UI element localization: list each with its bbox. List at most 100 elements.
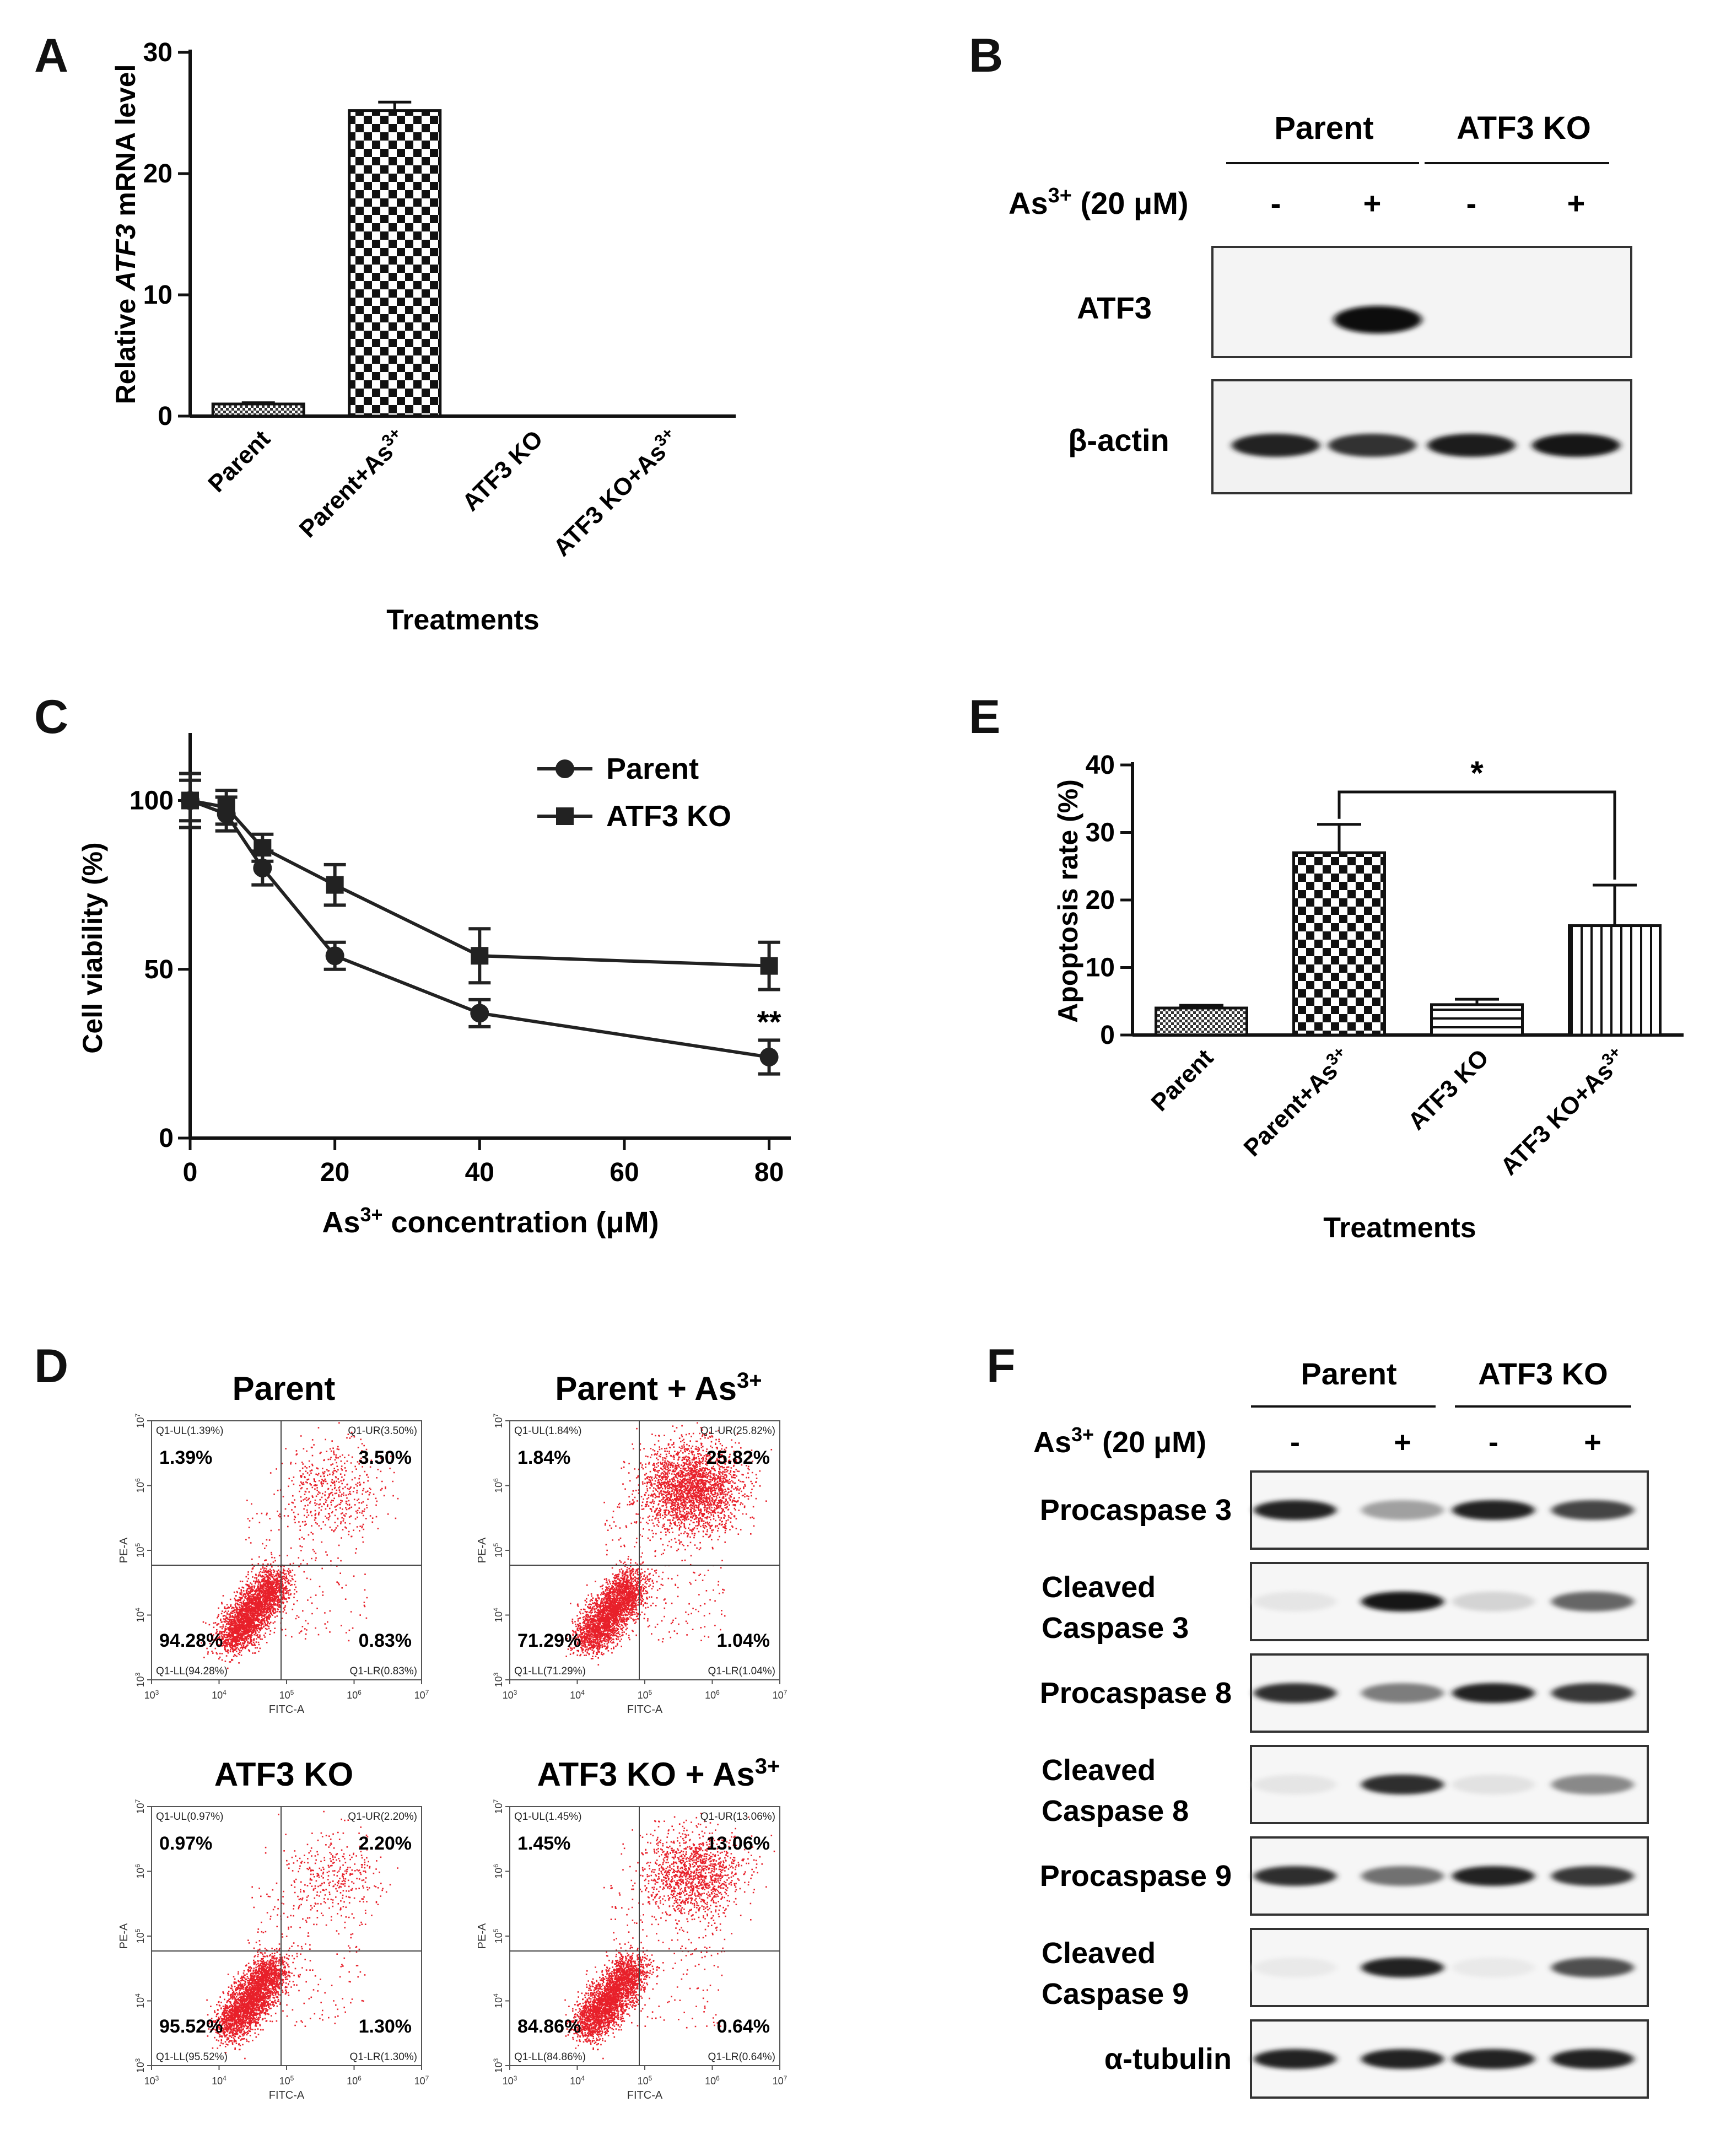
y-tick-label: 104 [492, 1993, 504, 2008]
blot-band [1361, 1500, 1444, 1520]
blot-band [1361, 1683, 1444, 1703]
lane-sign: + [1567, 186, 1585, 220]
x-tick-label: Parent+As3+ [1237, 1043, 1356, 1162]
significance-marker: * [1470, 754, 1484, 791]
quadrant-label-ll: Q1-LL(71.29%) [514, 1665, 586, 1677]
blot-atf3 [1211, 246, 1632, 358]
lane-sign: - [1271, 186, 1281, 220]
blot-band [1551, 1592, 1634, 1611]
lane-sign: + [1584, 1426, 1601, 1459]
bar-4 [622, 415, 713, 416]
blot-band [1551, 1775, 1634, 1794]
quadrant-value-ul: 1.84% [517, 1447, 570, 1468]
y-tick-label: 105 [134, 1543, 146, 1557]
x-axis-label: As3+ concentration (μM) [322, 1203, 659, 1239]
panel-letter-a: A [34, 29, 69, 82]
legend-marker-square [556, 807, 574, 825]
y-tick-label: 20 [1086, 886, 1115, 915]
quadrant-value-ll: 71.29% [517, 1630, 581, 1651]
quadrant-label-lr: Q1-LR(0.64%) [708, 2051, 776, 2063]
blot-band [1254, 1683, 1336, 1703]
x-axis-label: FITC-A [627, 1704, 663, 1716]
x-tick-label: 20 [320, 1158, 349, 1187]
panel-e-bar-chart: 0 10 20 30 40 Parent Parent+As3+ ATF3 KO ATF3 KO… [1053, 751, 1684, 1244]
quadrant-label-ur: Q1-UR(25.82%) [700, 1425, 775, 1437]
x-tick-label: 106 [347, 1689, 362, 1701]
blot-band [1452, 1500, 1535, 1520]
quadrant-label-ur: Q1-UR(3.50%) [348, 1425, 417, 1437]
treatment-label: As3+ (20 μM) [1033, 1423, 1206, 1459]
blot-band [1551, 1958, 1634, 1977]
x-axis-label: Treatments [1323, 1212, 1476, 1244]
y-axis-label: PE-A [118, 1923, 130, 1949]
flow-plot-frame [151, 1420, 422, 1680]
x-tick-label: 104 [570, 1689, 585, 1701]
quadrant-value-ul: 1.39% [159, 1447, 212, 1468]
blot-band [1452, 1592, 1535, 1611]
flow-scatter-points [206, 1810, 398, 2060]
row-label: Cleaved [1042, 1754, 1156, 1787]
lane-sign: - [1489, 1426, 1498, 1459]
y-tick-label: 100 [130, 786, 174, 816]
bar-4 [1568, 924, 1662, 1037]
quadrant-value-lr: 0.83% [359, 1630, 412, 1651]
y-tick-label: 107 [492, 1799, 504, 1814]
x-tick-label: 104 [212, 2074, 226, 2087]
y-tick-label: 107 [134, 1413, 146, 1428]
row-label: α-tubulin [1104, 2042, 1232, 2076]
flow-plot-1: Parent 103 103 104 104 105 105 106 106 107 107 FITC… [118, 1370, 429, 1716]
row-label: Procaspase 8 [1040, 1677, 1232, 1710]
row-label: Procaspase 9 [1040, 1859, 1232, 1893]
y-axis-label: PE-A [476, 1537, 488, 1563]
x-tick-label: 107 [414, 1689, 429, 1701]
blot-band [1452, 1958, 1535, 1977]
row-label: Caspase 8 [1042, 1794, 1189, 1828]
data-point-square [326, 876, 344, 894]
bar-2 [348, 109, 442, 418]
flow-plot-title: Parent + As3+ [555, 1368, 762, 1407]
blot-band [1254, 2049, 1336, 2069]
flow-plot-frame [509, 1806, 780, 2066]
x-tick-label: 103 [503, 2074, 517, 2087]
y-axis-label: Relative ATF3 mRNA level [110, 64, 141, 405]
panel-letter-f: F [986, 1340, 1016, 1393]
data-point-circle [253, 859, 272, 877]
x-tick-label: 107 [773, 2074, 788, 2087]
blot-band [1361, 1775, 1444, 1794]
x-tick-label: Parent+As3+ [293, 424, 412, 543]
blot-band [1551, 1500, 1634, 1520]
quadrant-value-ur: 3.50% [359, 1447, 412, 1468]
y-tick-label: 0 [1100, 1021, 1115, 1050]
quadrant-label-ll: Q1-LL(95.52%) [156, 2051, 228, 2063]
band-beta-actin [1532, 434, 1620, 457]
blot-band [1361, 1866, 1444, 1886]
quadrant-value-lr: 1.04% [717, 1630, 770, 1651]
bar-3 [1430, 1003, 1524, 1037]
y-tick-label: 106 [492, 1478, 504, 1493]
bar-3 [486, 415, 577, 416]
quadrant-label-ll: Q1-LL(84.86%) [514, 2051, 586, 2063]
panel-letter-e: E [969, 691, 1001, 743]
blot-band [1452, 1866, 1535, 1886]
y-tick-label: 10 [1086, 953, 1115, 983]
y-tick-label: 30 [1086, 818, 1115, 848]
row-label-atf3: ATF3 [1077, 290, 1152, 325]
x-axis-label: Treatments [386, 604, 539, 636]
y-axis-label: PE-A [118, 1537, 130, 1563]
blot-band [1452, 1775, 1535, 1794]
quadrant-value-lr: 0.64% [717, 2016, 770, 2037]
data-point-square [217, 798, 235, 816]
blot-band [1551, 1683, 1634, 1703]
row-label: Procaspase 3 [1040, 1494, 1232, 1527]
x-tick-label: 105 [279, 1689, 294, 1701]
quadrant-value-ul: 0.97% [159, 1833, 212, 1854]
x-tick-label: 107 [414, 2074, 429, 2087]
row-label: Caspase 3 [1042, 1611, 1189, 1645]
x-tick-label: ATF3 KO+As3+ [547, 424, 684, 562]
bar-2 [1292, 851, 1386, 1037]
group-label-atf3-ko: ATF3 KO [1457, 110, 1591, 146]
lane-sign: - [1466, 186, 1477, 220]
panel-letter-d: D [34, 1340, 69, 1393]
y-tick-label: 0 [158, 402, 172, 431]
row-label: Caspase 9 [1042, 1977, 1189, 2011]
